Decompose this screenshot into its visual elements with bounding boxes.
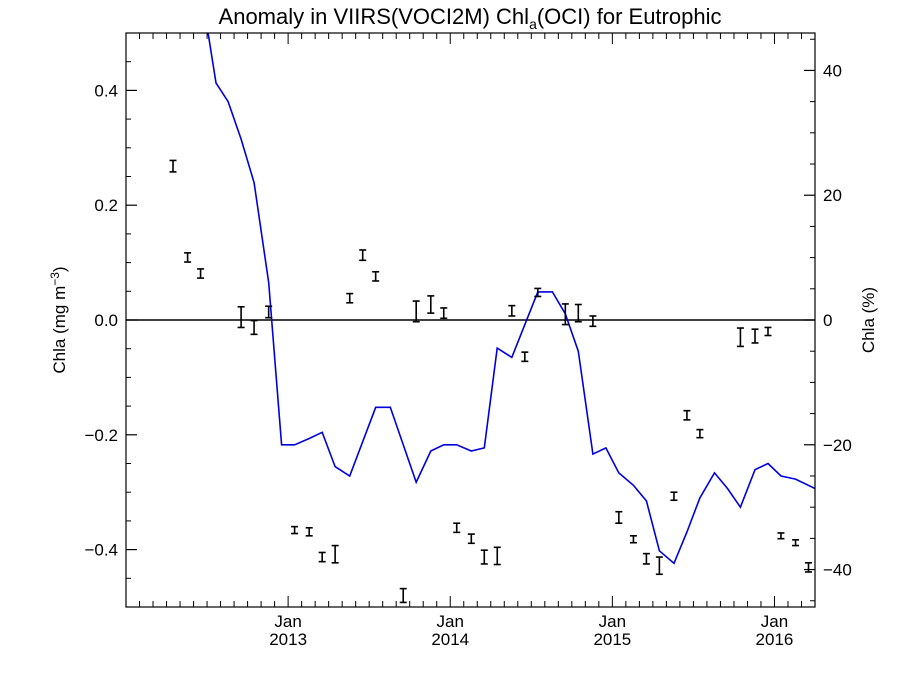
error-bar-point [696,428,704,439]
x-tick-label-month: Jan [761,612,788,631]
plot-area: 0.40.20.0−0.2−0.440200−20−40Jan2013Jan20… [84,32,852,649]
percent-anomaly-line [207,33,815,565]
y-left-tick-label: −0.4 [84,541,118,560]
error-bar-point [265,305,273,319]
error-bar-point [736,327,744,348]
y-left-tick-label: −0.2 [84,426,118,445]
error-bar-point [574,303,582,323]
error-bar-point [683,409,691,421]
error-bar-point [615,510,623,524]
error-bar-point [751,328,759,344]
error-bar-point [359,249,367,262]
error-bar-point [792,539,800,547]
error-bar-point [318,551,326,563]
y-left-tick-label: 0.4 [94,81,118,100]
x-tick-label-year: 2015 [593,630,631,649]
x-tick-label-month: Jan [274,612,301,631]
y-left-tick-label: 0.0 [94,311,118,330]
x-tick-label-year: 2014 [431,630,469,649]
error-bar-point [561,303,569,326]
y-left-tick-label: 0.2 [94,196,118,215]
y-right-tick-label: −40 [823,561,852,580]
error-bar-point [629,535,637,544]
error-bar-point [291,525,299,535]
y-axis-right-label: Chla (%) [859,287,878,353]
x-tick-label-year: 2016 [756,630,794,649]
chart-title-subscript: a [529,16,537,32]
error-bar-point [372,270,380,282]
error-bar-point [197,268,205,279]
error-bar-point [642,552,650,565]
error-bar-point [440,307,448,320]
error-bar-point [670,491,678,502]
x-tick-label-month: Jan [437,612,464,631]
y-right-tick-label: −20 [823,436,852,455]
x-tick-label-year: 2013 [269,630,307,649]
x-tick-label-month: Jan [599,612,626,631]
error-bar-point [331,544,339,564]
error-bar-point [412,300,420,323]
error-bar-point [346,292,354,304]
y-axis-left-label-superscript: −3 [48,272,62,286]
error-bar-point [480,549,488,565]
y-right-tick-label: 40 [823,61,842,80]
error-bar-point [589,315,597,328]
error-bar-point [764,326,772,337]
error-bar-point [399,587,407,604]
error-bar-point [493,546,501,566]
chart-title: Anomaly in VIIRS(VOCI2M) Chla(OCI) for E… [219,4,722,32]
error-bar-point [169,159,177,173]
error-bar-point [805,562,813,573]
error-bar-point [184,252,192,263]
y-right-tick-label: 20 [823,186,842,205]
error-bar-point [777,532,785,540]
error-bar-point [521,351,529,363]
error-bar-point [467,533,475,545]
error-bar-point [237,305,245,329]
y-axis-left-label: Chla (mg m−3) [48,266,69,373]
error-bar-point [427,295,435,314]
error-bar-point [534,287,542,298]
error-bar-point [508,304,516,317]
error-bar-point [655,556,663,576]
error-bar-point [250,319,258,336]
error-bar-point [453,522,461,534]
y-right-tick-label: 0 [823,311,832,330]
error-bar-point [305,526,313,537]
